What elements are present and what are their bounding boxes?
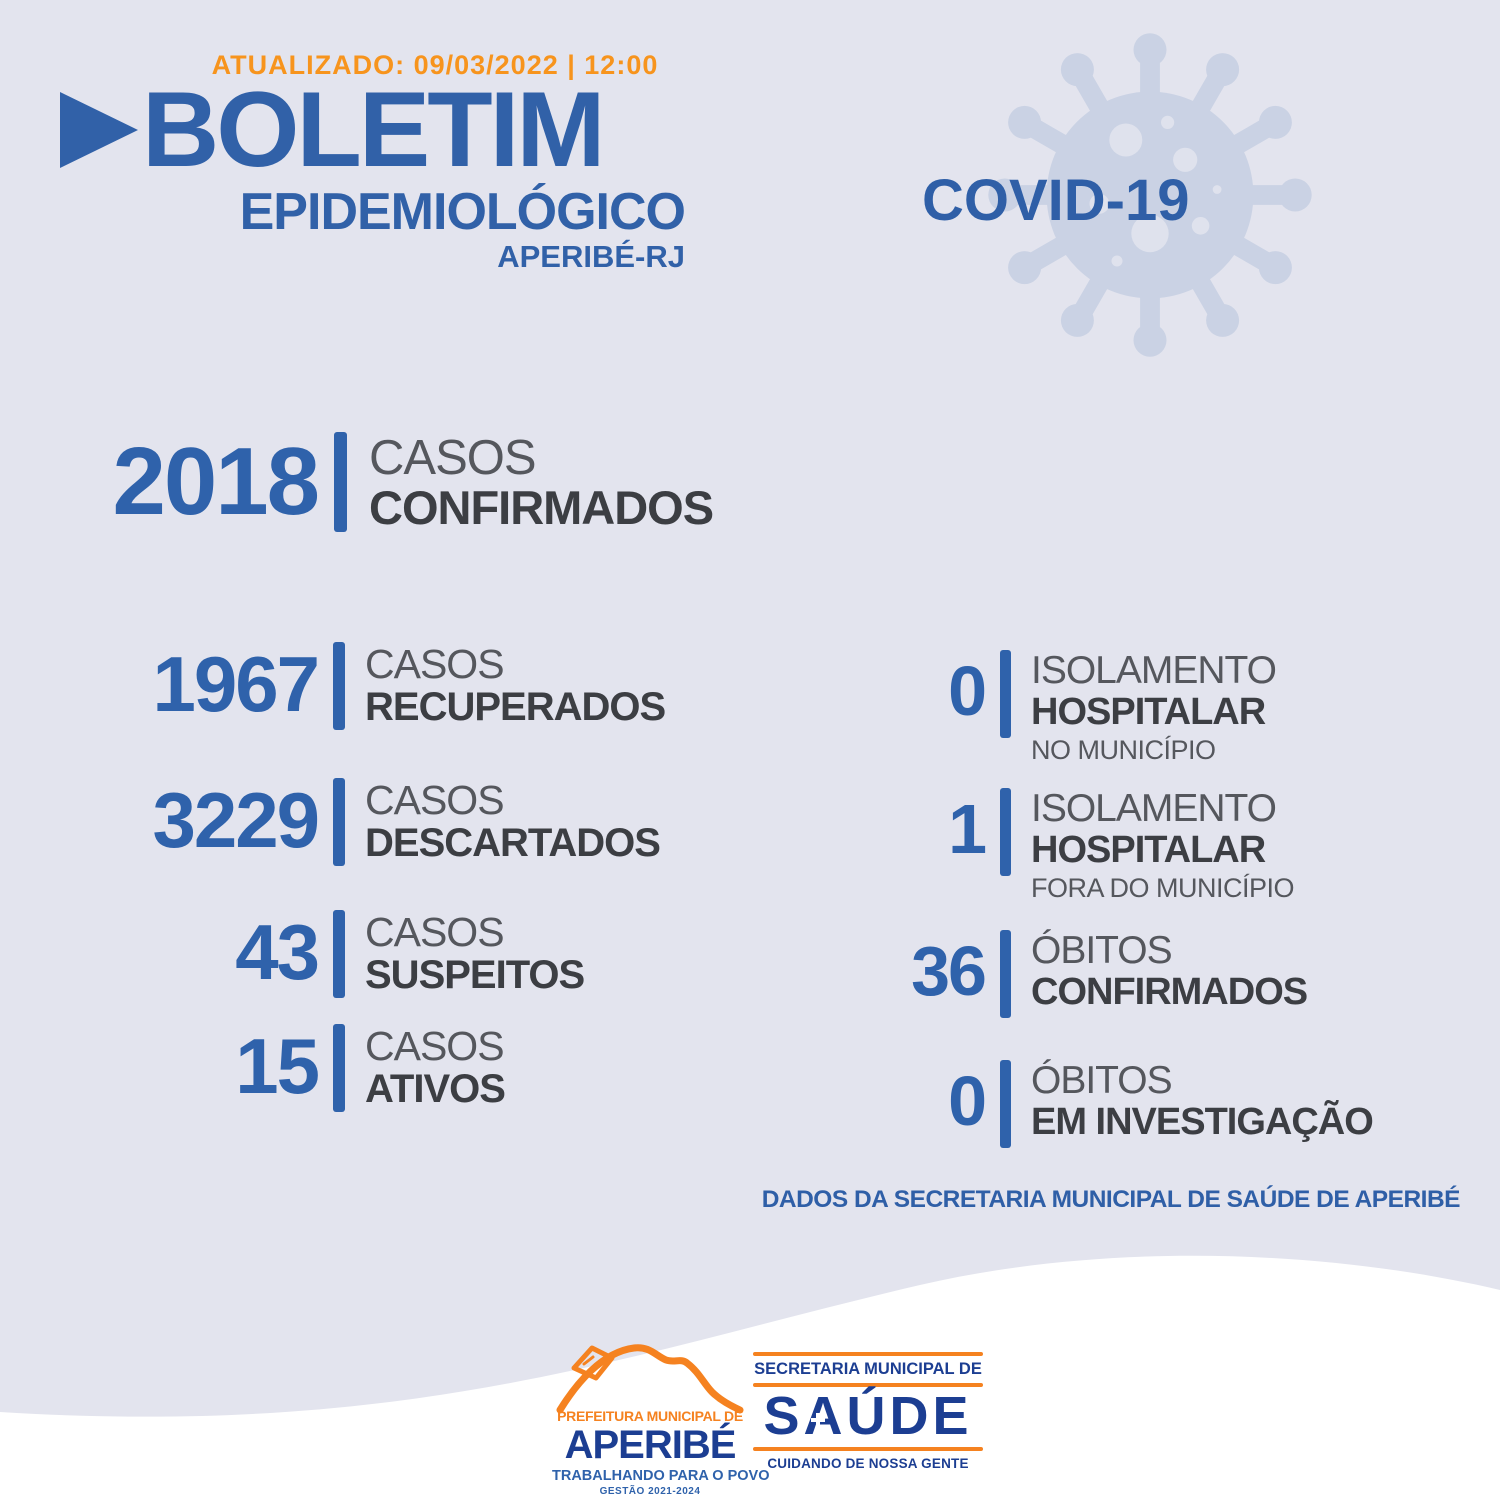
- prefeitura-slogan: TRABALHANDO PARA O POVO: [552, 1468, 770, 1484]
- stat-value: 15: [235, 1022, 320, 1110]
- stat-obitos-confirmados: 36 ÓBITOS CONFIRMADOS: [770, 929, 1308, 1018]
- stat-value: 2018: [112, 428, 320, 535]
- updated-timestamp: ATUALIZADO: 09/03/2022 | 12:00: [211, 50, 659, 80]
- stat-obitos-em-investigacao: 0 ÓBITOS EM INVESTIGAÇÃO: [770, 1059, 1374, 1148]
- orange-rule: [753, 1447, 983, 1451]
- stat-value: 3229: [152, 776, 320, 864]
- stat-label-light: ÓBITOS: [1031, 929, 1173, 972]
- mountain-outline-icon: [556, 1344, 744, 1414]
- stat-casos-suspeitos: 43 CASOS SUSPEITOS: [100, 908, 585, 998]
- wave-divider: [0, 1255, 1500, 1500]
- stat-value: 43: [235, 908, 320, 996]
- stat-divider: [1000, 650, 1011, 738]
- stat-divider: [333, 642, 345, 730]
- stat-divider: [1000, 788, 1011, 876]
- stat-divider: [333, 1024, 345, 1112]
- orange-rule: [753, 1352, 983, 1356]
- stat-divider: [1000, 930, 1011, 1018]
- page-title: BOLETIM: [142, 69, 605, 189]
- stat-value: 0: [948, 652, 987, 730]
- stat-casos-descartados: 3229 CASOS DESCARTADOS: [100, 776, 661, 866]
- prefeitura-name: APERIBÉ: [564, 1423, 737, 1467]
- orange-rule: [753, 1383, 983, 1387]
- stat-value: 1: [948, 790, 987, 868]
- stat-label-light: CASOS: [365, 777, 505, 823]
- stat-label-bold: SUSPEITOS: [365, 953, 585, 997]
- secretaria-saude-logo: SECRETARIA MUNICIPAL DE SAÚDE CUIDANDO D…: [753, 1352, 983, 1471]
- secretaria-slogan: CUIDANDO DE NOSSA GENTE: [767, 1456, 969, 1471]
- stat-label-light: ISOLAMENTO: [1031, 787, 1277, 830]
- prefeitura-term: GESTÃO 2021-2024: [599, 1486, 701, 1497]
- stat-label-light: CASOS: [365, 909, 505, 955]
- stat-casos-recuperados: 1967 CASOS RECUPERADOS: [100, 640, 666, 730]
- secretaria-line1: SECRETARIA MUNICIPAL DE: [754, 1360, 982, 1378]
- page-subtitle: EPIDEMIOLÓGICO: [239, 183, 686, 241]
- stat-label-bold: ATIVOS: [365, 1067, 506, 1111]
- stat-casos-ativos: 15 CASOS ATIVOS: [100, 1022, 506, 1112]
- stat-value: 0: [948, 1062, 987, 1140]
- stat-label-small: FORA DO MUNICÍPIO: [1031, 873, 1295, 903]
- location-label: APERIBÉ-RJ: [497, 239, 685, 274]
- stat-divider: [333, 910, 345, 998]
- stat-value: 36: [911, 932, 987, 1010]
- title-block: BOLETIM: [60, 69, 605, 189]
- stat-label-bold: HOSPITALAR: [1031, 691, 1266, 733]
- stat-label-bold: CONFIRMADOS: [369, 481, 714, 534]
- stat-value: 1967: [152, 640, 320, 728]
- prefeitura-logo: PREFEITURA MUNICIPAL DE APERIBÉ TRABALHA…: [552, 1326, 770, 1497]
- stat-divider: [333, 778, 345, 866]
- stat-isolamento-fora-municipio: 1 ISOLAMENTO HOSPITALAR FORA DO MUNICÍPI…: [770, 788, 1294, 904]
- play-triangle-icon: [60, 91, 138, 168]
- stat-label-bold: HOSPITALAR: [1031, 829, 1266, 871]
- stat-divider: [1000, 1060, 1011, 1148]
- medical-cross-icon: [811, 1413, 825, 1427]
- secretaria-name: SAÚDE: [763, 1386, 973, 1446]
- coronavirus-icon: [988, 33, 1312, 357]
- stat-label-small: NO MUNICÍPIO: [1031, 735, 1216, 765]
- stat-label-light: ÓBITOS: [1031, 1059, 1173, 1102]
- stat-divider: [334, 432, 347, 532]
- stat-label-bold: RECUPERADOS: [365, 685, 666, 729]
- stat-isolamento-no-municipio: 0 ISOLAMENTO HOSPITALAR NO MUNICÍPIO: [770, 649, 1277, 766]
- stat-label-light: ISOLAMENTO: [1031, 649, 1277, 692]
- stat-label-bold: EM INVESTIGAÇÃO: [1031, 1101, 1374, 1143]
- stat-label-light: CASOS: [369, 431, 537, 485]
- handshake-icon: [571, 1345, 615, 1381]
- stat-label-bold: CONFIRMADOS: [1031, 971, 1308, 1013]
- covid-label: COVID-19: [922, 168, 1190, 233]
- stat-casos-confirmados: 2018 CASOS CONFIRMADOS: [100, 428, 714, 535]
- stat-label-light: CASOS: [365, 1023, 505, 1069]
- stat-label-light: CASOS: [365, 641, 505, 687]
- stat-label-bold: DESCARTADOS: [365, 821, 661, 865]
- data-source-note: DADOS DA SECRETARIA MUNICIPAL DE SAÚDE D…: [761, 1186, 1461, 1213]
- prefeitura-line1: PREFEITURA MUNICIPAL DE: [557, 1408, 743, 1424]
